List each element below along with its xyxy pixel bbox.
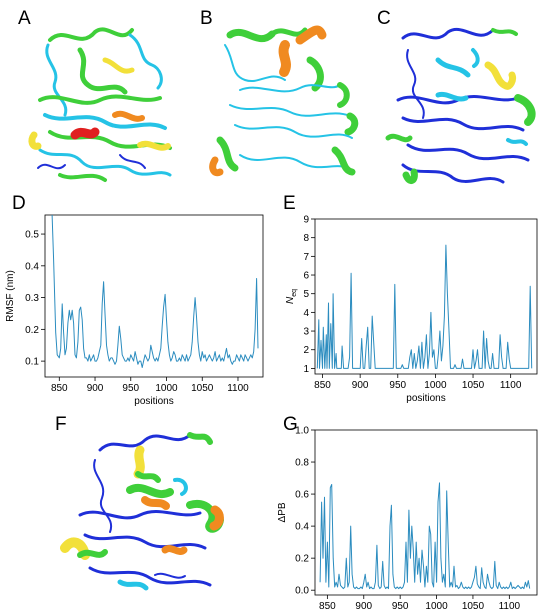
x-tick-label: 1100 [499, 601, 521, 612]
y-tick-label: 0.8 [295, 458, 309, 469]
y-tick-label: 1.0 [295, 426, 309, 437]
y-axis-label: Neq [285, 289, 298, 304]
panel-label-a: A [18, 8, 31, 29]
panel-label-c: C [377, 8, 391, 29]
y-tick-label: 8 [303, 233, 309, 244]
x-tick-label: 850 [314, 380, 331, 391]
y-tick-label: 4 [303, 308, 309, 319]
y-tick-label: 0.1 [25, 357, 39, 368]
x-tick-label: 950 [122, 383, 139, 394]
y-tick-label: 0.2 [295, 554, 309, 565]
rmsf-line-chart: 850 900 950 1000 1050 1100 0.1 0.2 0.3 0.4 0.5 posi… [5, 214, 264, 407]
plot-frame [44, 214, 264, 378]
x-tick-label: 1050 [462, 380, 485, 391]
series-line-0 [319, 482, 531, 590]
y-tick-label: 0.4 [295, 522, 309, 533]
y-tick-label: 5 [303, 289, 309, 300]
panel-label-e: E [283, 193, 296, 214]
y-tick-label: 9 [303, 215, 309, 226]
protein-structure-b [209, 25, 359, 177]
series-line-0 [316, 244, 533, 369]
plot-frame [314, 218, 538, 375]
y-tick-label: 0.5 [25, 230, 39, 241]
x-axis-label: positions [134, 396, 173, 407]
protein-structure-c [385, 27, 536, 184]
x-tick-label: 1000 [425, 601, 448, 612]
panel-label-g: G [283, 414, 298, 435]
protein-structure-a [28, 27, 172, 182]
x-axis-label: positions [406, 393, 445, 404]
y-tick-label: 0.2 [25, 325, 39, 336]
x-tick-label: 1000 [155, 383, 178, 394]
x-tick-label: 850 [319, 601, 336, 612]
delta-pb-line-chart: 8509009501000105011000.00.20.40.60.81.0p… [277, 426, 538, 612]
y-tick-label: 0.4 [25, 261, 39, 272]
y-tick-label: 6 [303, 271, 309, 282]
y-tick-label: 3 [303, 327, 309, 338]
x-tick-label: 900 [352, 380, 369, 391]
x-tick-label: 900 [87, 383, 104, 394]
y-axis-label: ΔPB [277, 502, 288, 522]
y-axis-label: RMSF (nm) [5, 270, 16, 322]
x-tick-label: 950 [392, 601, 409, 612]
x-tick-label: 1000 [424, 380, 447, 391]
series-line-0 [51, 215, 259, 368]
x-tick-label: 850 [51, 383, 68, 394]
panel-label-b: B [200, 8, 213, 29]
x-tick-label: 1050 [462, 601, 485, 612]
x-tick-label: 900 [355, 601, 372, 612]
y-tick-label: 0.6 [295, 490, 309, 501]
y-tick-label: 2 [303, 345, 309, 356]
x-tick-label: 1100 [500, 380, 522, 391]
plot-frame [314, 429, 538, 596]
x-tick-label: 1050 [191, 383, 214, 394]
y-tick-label: 0.3 [25, 293, 39, 304]
y-tick-label: 7 [303, 252, 309, 263]
neq-line-chart: 850 900 950 1000 1050 1100 1 2 3 4 5 6 7 8 9 positions N… [285, 215, 538, 404]
panel-label-d: D [12, 193, 26, 214]
y-tick-label: 0.0 [295, 586, 309, 597]
y-tick-label: 1 [303, 364, 309, 375]
x-tick-label: 950 [389, 380, 406, 391]
panel-label-f: F [55, 414, 67, 435]
x-tick-label: 1100 [227, 383, 249, 394]
protein-structure-f [60, 432, 224, 591]
